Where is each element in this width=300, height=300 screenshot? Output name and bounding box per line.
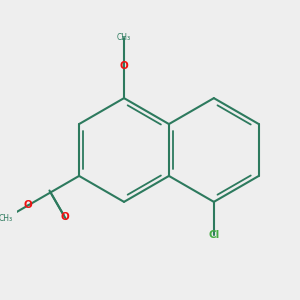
Text: CH₃: CH₃ — [0, 214, 13, 223]
Text: CH₃: CH₃ — [117, 33, 131, 42]
Text: O: O — [120, 61, 128, 71]
Text: Cl: Cl — [208, 230, 220, 240]
Text: O: O — [24, 200, 32, 210]
Text: O: O — [60, 212, 69, 222]
